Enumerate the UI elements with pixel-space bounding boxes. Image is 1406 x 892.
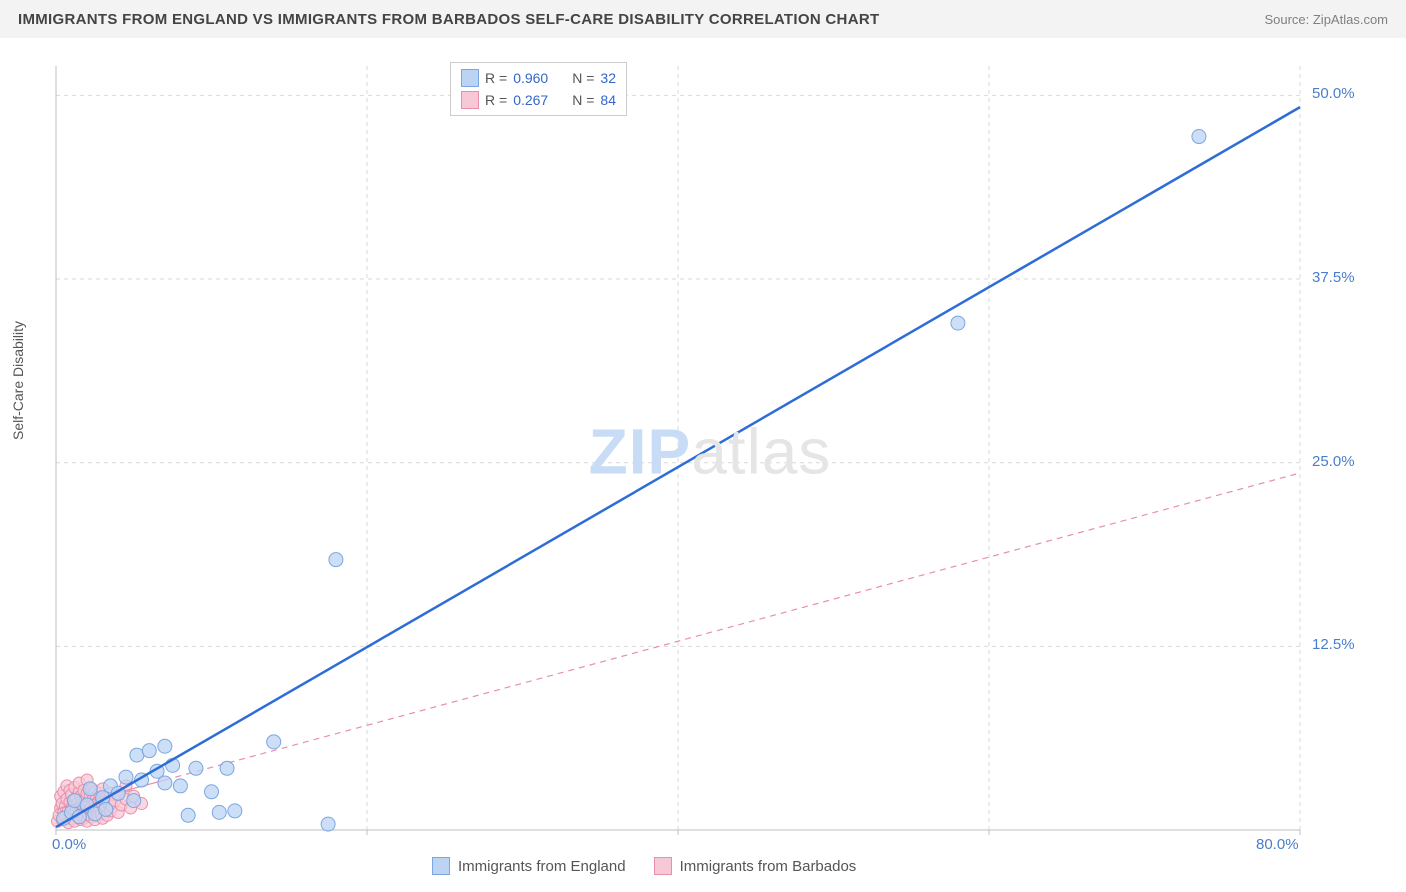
y-tick-label: 25.0% <box>1312 453 1355 470</box>
swatch-barbados-icon <box>654 857 672 875</box>
x-tick-label: 80.0% <box>1256 836 1299 853</box>
header-bar: IMMIGRANTS FROM ENGLAND VS IMMIGRANTS FR… <box>0 0 1406 38</box>
source-attribution: Source: ZipAtlas.com <box>1264 12 1388 27</box>
n-value-barbados: 84 <box>600 89 616 111</box>
stats-row-barbados: R = 0.267 N = 84 <box>461 89 616 111</box>
n-label: N = <box>572 67 594 89</box>
x-tick-label: 0.0% <box>52 836 86 853</box>
r-label: R = <box>485 67 507 89</box>
legend-label-barbados: Immigrants from Barbados <box>680 858 857 875</box>
y-tick-label: 12.5% <box>1312 636 1355 653</box>
legend-item-england: Immigrants from England <box>432 857 626 875</box>
r-value-england: 0.960 <box>513 67 548 89</box>
scatter-chart: ZIPatlas <box>50 60 1370 850</box>
y-axis-label: Self-Care Disability <box>10 321 26 440</box>
stats-row-england: R = 0.960 N = 32 <box>461 67 616 89</box>
legend-item-barbados: Immigrants from Barbados <box>654 857 857 875</box>
legend-label-england: Immigrants from England <box>458 858 626 875</box>
swatch-england-icon <box>432 857 450 875</box>
stats-legend: R = 0.960 N = 32 R = 0.267 N = 84 <box>450 62 627 116</box>
r-value-barbados: 0.267 <box>513 89 548 111</box>
n-value-england: 32 <box>600 67 616 89</box>
y-tick-label: 37.5% <box>1312 269 1355 286</box>
chart-svg <box>50 60 1370 850</box>
y-tick-label: 50.0% <box>1312 85 1355 102</box>
series-legend: Immigrants from England Immigrants from … <box>432 857 856 875</box>
n-label: N = <box>572 89 594 111</box>
swatch-barbados-icon <box>461 91 479 109</box>
r-label: R = <box>485 89 507 111</box>
swatch-england-icon <box>461 69 479 87</box>
chart-title: IMMIGRANTS FROM ENGLAND VS IMMIGRANTS FR… <box>18 11 879 28</box>
